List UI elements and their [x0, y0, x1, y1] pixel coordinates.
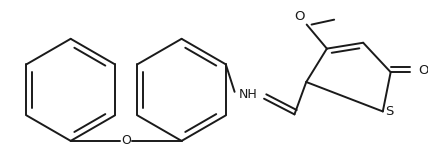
Text: O: O [121, 134, 131, 147]
Text: NH: NH [239, 88, 258, 101]
Text: O: O [294, 10, 305, 23]
Text: O: O [418, 64, 428, 77]
Text: S: S [385, 105, 393, 118]
